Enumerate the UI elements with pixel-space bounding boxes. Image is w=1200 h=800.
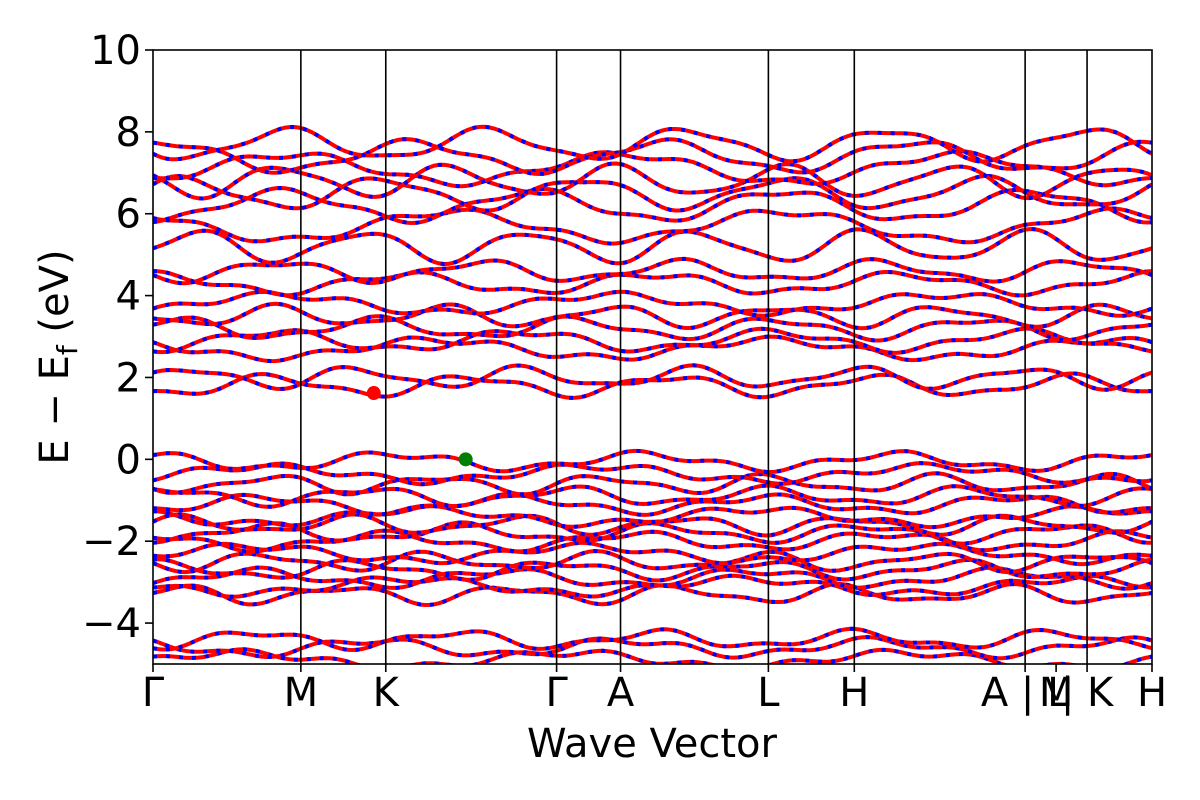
- band-line-blue: [153, 149, 1152, 189]
- y-tick-label: 8: [116, 110, 141, 156]
- band-line-blue: [153, 314, 1152, 343]
- y-tick-label: 4: [116, 274, 141, 320]
- band-line-red: [153, 206, 1152, 246]
- band-line-blue: [153, 227, 1152, 267]
- band-line-blue: [153, 557, 1152, 583]
- band-line-red: [153, 124, 1152, 164]
- band-line-blue: [153, 206, 1152, 246]
- x-tick-label: Γ: [142, 670, 165, 716]
- band-line-blue: [153, 512, 1152, 538]
- band-line-red: [153, 301, 1152, 331]
- band-line-blue: [153, 448, 1152, 475]
- band-line-blue: [153, 461, 1152, 487]
- x-tick-label: A | L: [981, 670, 1070, 716]
- band-edge-marker: [458, 452, 473, 467]
- band-line-red: [153, 471, 1152, 497]
- band-line-blue: [153, 161, 1152, 201]
- y-axis-label-unit: (eV): [32, 249, 78, 345]
- x-axis-label: Wave Vector: [527, 721, 778, 767]
- high-symmetry-lines: [300, 50, 1088, 664]
- x-tick-label: L: [757, 670, 780, 716]
- band-edge-markers: [366, 386, 473, 467]
- x-tick-label: K: [373, 670, 401, 716]
- band-line-blue: [153, 491, 1152, 517]
- y-tick-label: 10: [90, 28, 141, 74]
- band-line-blue: [153, 269, 1152, 298]
- y-tick-label: 0: [116, 437, 141, 483]
- band-line-blue: [153, 289, 1152, 318]
- band-edge-marker: [366, 386, 381, 401]
- band-line-blue: [153, 540, 1152, 567]
- band-line-blue: [153, 326, 1152, 355]
- band-line-blue: [153, 363, 1152, 392]
- x-tick-label: Γ: [545, 670, 568, 716]
- band-line-blue: [153, 371, 1152, 400]
- band-line-blue: [153, 549, 1152, 575]
- band-line-blue: [153, 185, 1152, 226]
- band-line-blue: [153, 520, 1152, 546]
- band-line-red: [153, 581, 1152, 608]
- band-line-blue: [153, 626, 1152, 653]
- y-axis-ticks: −4 −2 0 2 4 6 8 10: [82, 28, 153, 647]
- band-line-blue: [153, 471, 1152, 497]
- band-line-red: [153, 269, 1152, 298]
- band-lines: [153, 124, 1152, 664]
- y-axis-label-subscript: f: [51, 344, 84, 355]
- y-axis-label-main: E − E: [32, 355, 78, 465]
- y-tick-label: −2: [82, 519, 141, 565]
- x-tick-label: | K: [1061, 670, 1115, 716]
- band-line-blue: [153, 137, 1152, 177]
- band-line-blue: [153, 504, 1152, 530]
- band-line-blue: [153, 334, 1152, 364]
- y-tick-label: 6: [116, 192, 141, 238]
- y-tick-label: −4: [82, 601, 141, 647]
- y-axis-label: E − Ef (eV): [32, 249, 84, 464]
- x-tick-label: H: [839, 670, 869, 716]
- x-tick-label: A: [607, 670, 635, 716]
- band-line-blue: [153, 565, 1152, 591]
- band-line-blue: [153, 483, 1152, 509]
- x-tick-label: M: [1039, 670, 1074, 716]
- x-tick-label: H: [1137, 670, 1167, 716]
- x-tick-label: M: [284, 670, 319, 716]
- band-line-blue: [153, 256, 1152, 286]
- y-tick-label: 2: [116, 355, 141, 401]
- plot-frame: [152, 49, 1153, 665]
- band-line-blue: [153, 528, 1152, 554]
